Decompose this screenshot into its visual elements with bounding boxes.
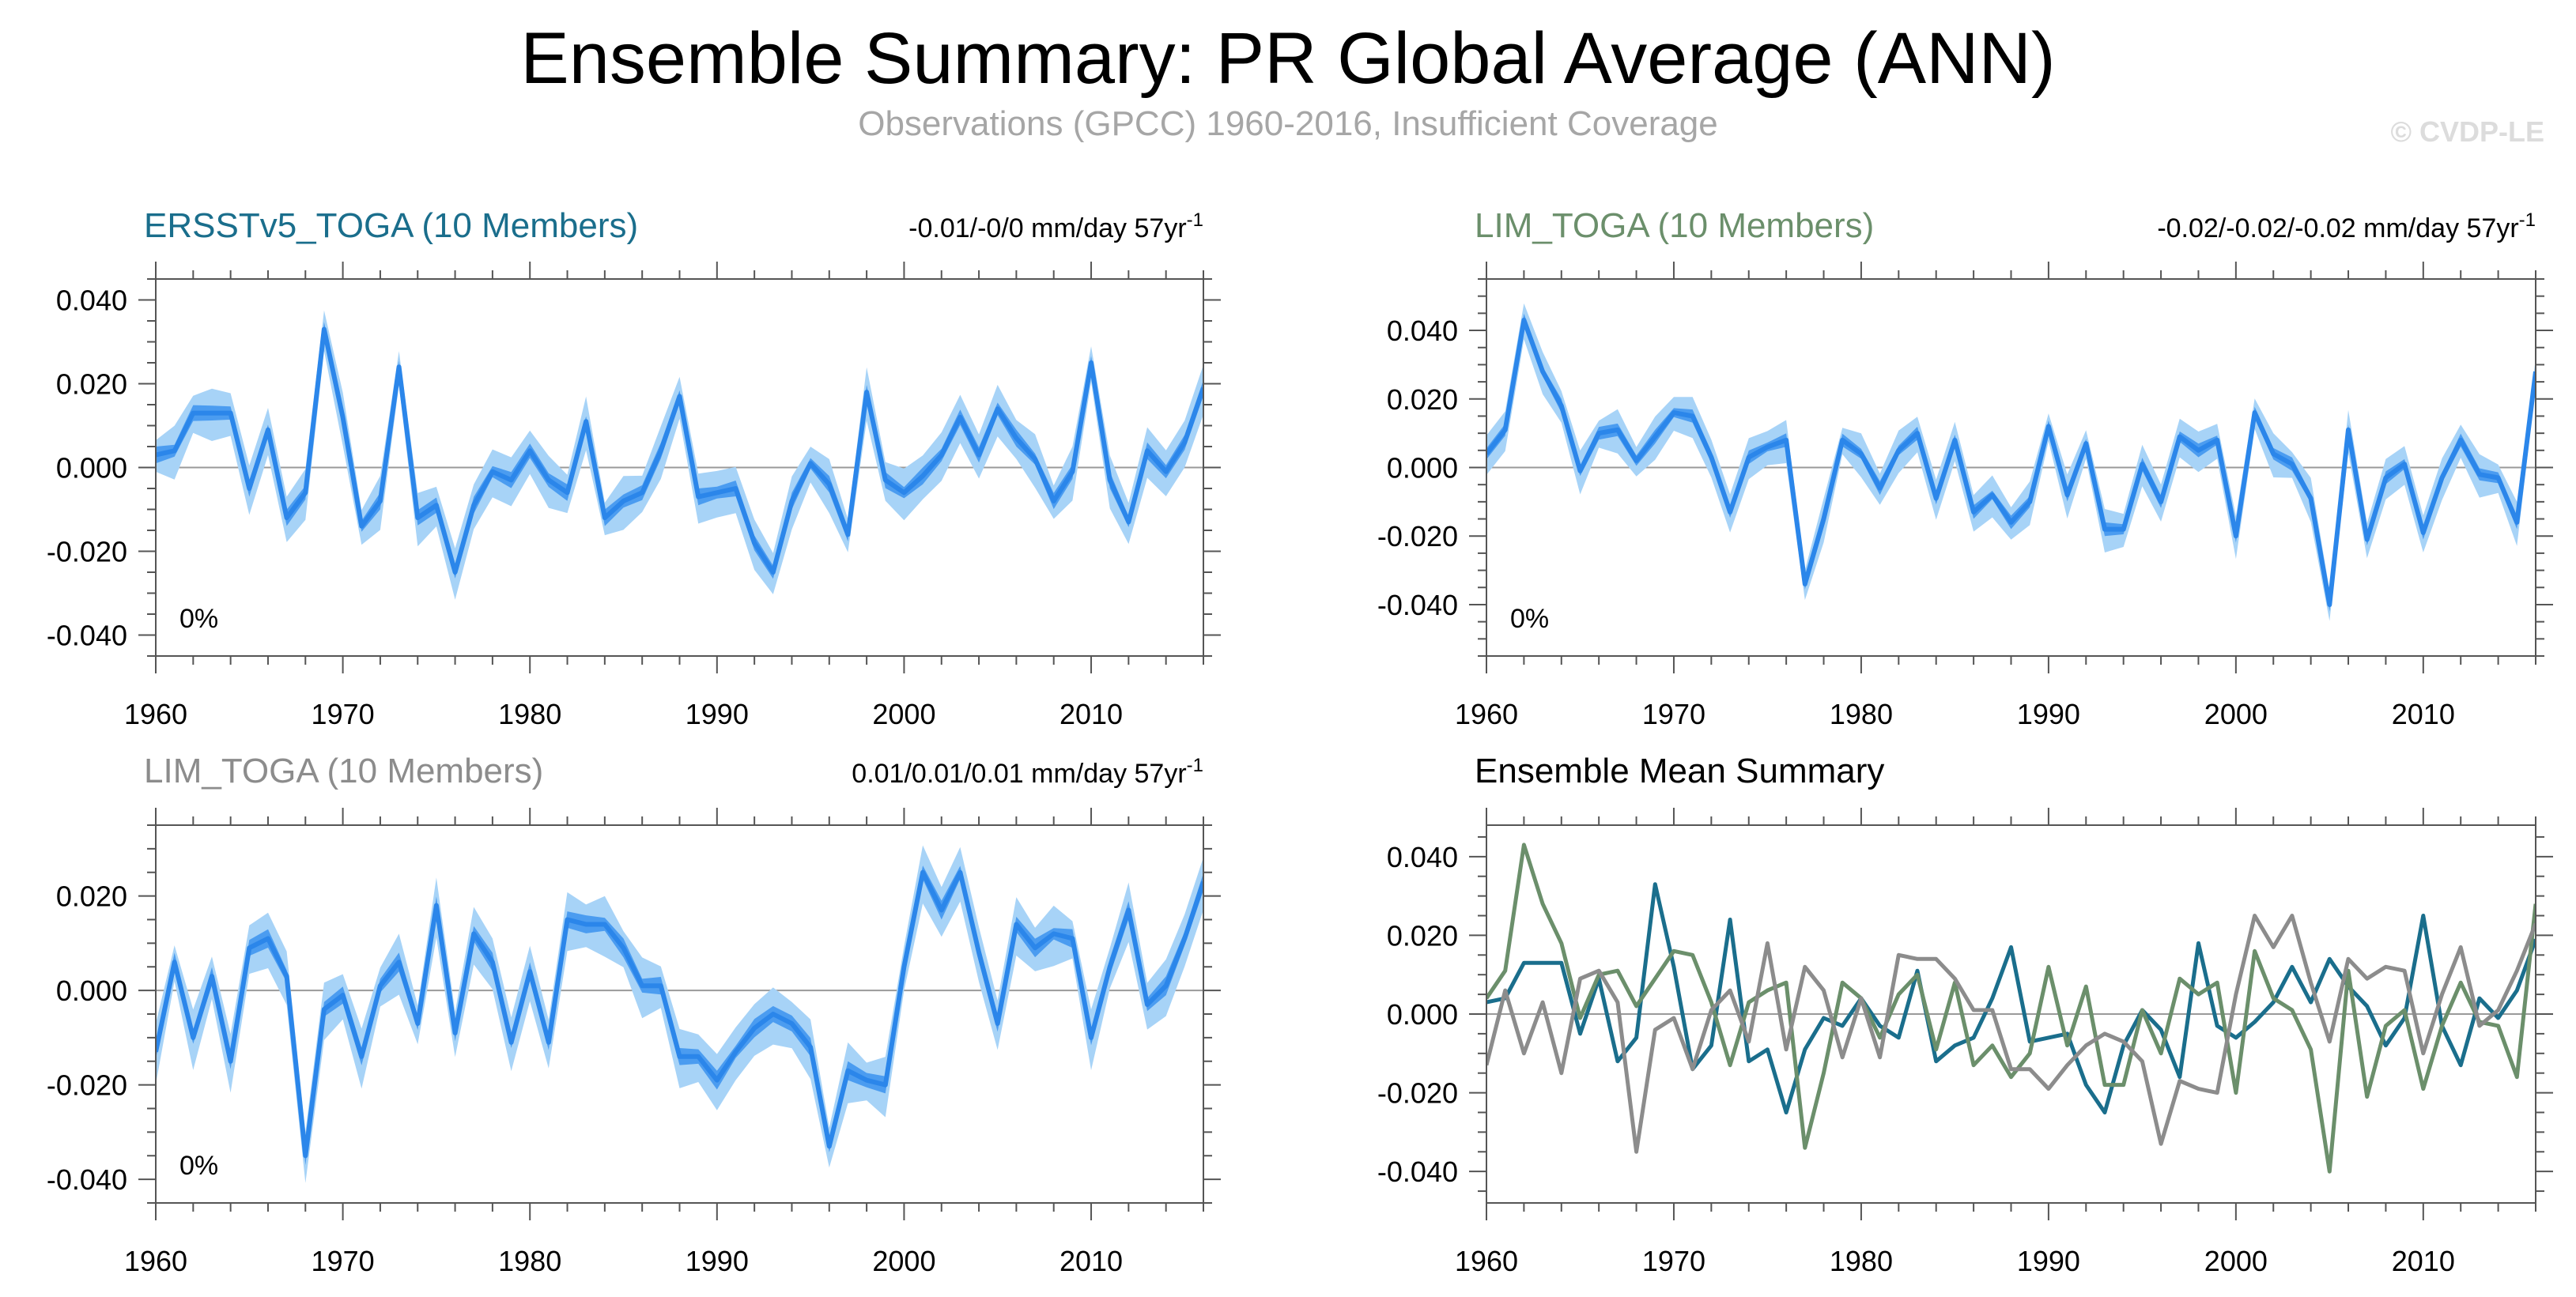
outer-spread-band xyxy=(156,310,1203,600)
percent-label: 0% xyxy=(179,604,218,634)
x-tick-label: 1960 xyxy=(1455,1245,1518,1277)
x-tick-label: 2000 xyxy=(872,698,935,730)
x-tick-label: 1970 xyxy=(312,1245,375,1277)
x-tick-label: 2010 xyxy=(1059,1245,1123,1277)
x-tick-label: 1960 xyxy=(124,1245,187,1277)
y-tick-label: 0.040 xyxy=(1387,841,1458,873)
outer-spread-band xyxy=(1486,303,2536,621)
trend-value: -0.01/-0/0 mm/day 57yr xyxy=(908,213,1186,243)
x-tick-label: 2000 xyxy=(2204,698,2268,730)
trend-exponent: -1 xyxy=(2519,209,2536,231)
trend-label: -0.01/-0/0 mm/day 57yr-1 xyxy=(908,209,1203,243)
plot-frame xyxy=(155,824,1204,1204)
x-tick-label: 2000 xyxy=(872,1245,935,1277)
ensemble-mean-line xyxy=(156,326,1203,575)
plot-area xyxy=(156,310,1203,600)
trend-exponent: -1 xyxy=(1187,755,1203,776)
y-tick-label: -0.020 xyxy=(1377,1077,1458,1110)
panel-title: Ensemble Mean Summary xyxy=(1475,752,1884,790)
trend-value: 0.01/0.01/0.01 mm/day 57yr xyxy=(852,759,1186,789)
x-tick-label: 1980 xyxy=(498,698,561,730)
x-tick-label: 1980 xyxy=(1830,1245,1893,1277)
x-tick-label: 2010 xyxy=(2392,1245,2455,1277)
series-line-2 xyxy=(1486,843,2536,1174)
watermark: © CVDP-LE xyxy=(2390,115,2544,148)
x-tick-label: 1970 xyxy=(312,698,375,730)
y-tick-label: 0.020 xyxy=(1387,383,1458,416)
y-tick-label: 0.020 xyxy=(1387,919,1458,952)
y-tick-label: 0.020 xyxy=(56,880,127,913)
x-tick-label: 1990 xyxy=(686,698,749,730)
y-tick-label: -0.040 xyxy=(1377,1156,1458,1188)
x-tick-label: 1980 xyxy=(1830,698,1893,730)
x-tick-label: 1960 xyxy=(1455,698,1518,730)
chart-panel-4: -0.040 -0.020 0.000 0.020 0.040 1960 1970 1980 1… xyxy=(1377,752,2553,1277)
figure-subtitle: Observations (GPCC) 1960-2016, Insuffici… xyxy=(858,104,1718,143)
panel-title: LIM_TOGA (10 Members) xyxy=(1475,206,1874,245)
trend-label: 0.01/0.01/0.01 mm/day 57yr-1 xyxy=(852,755,1203,789)
y-tick-label: -0.040 xyxy=(1377,589,1458,621)
plot-area xyxy=(1486,303,2536,621)
chart-panel-1: -0.040 -0.020 0.000 0.020 0.040 1960 1970 1980 1… xyxy=(47,206,1221,730)
x-tick-label: 1990 xyxy=(686,1245,749,1277)
percent-label: 0% xyxy=(179,1151,218,1181)
x-tick-label: 1990 xyxy=(2017,1245,2080,1277)
y-tick-label: -0.040 xyxy=(47,620,127,652)
trend-value: -0.02/-0.02/-0.02 mm/day 57yr xyxy=(2157,213,2518,243)
y-tick-label: -0.020 xyxy=(47,1069,127,1102)
x-tick-label: 1990 xyxy=(2017,698,2080,730)
chart-panel-2: -0.040 -0.020 0.000 0.020 0.040 1960 1970 1980 1… xyxy=(1377,206,2553,730)
ensemble-mean-line xyxy=(1486,318,2536,607)
y-tick-label: -0.020 xyxy=(47,536,127,568)
plot-area xyxy=(1486,843,2536,1174)
y-tick-label: 0.040 xyxy=(1387,315,1458,347)
y-tick-label: 0.040 xyxy=(56,285,127,317)
panel-title: ERSSTv5_TOGA (10 Members) xyxy=(144,206,638,245)
y-tick-label: 0.000 xyxy=(1387,998,1458,1031)
trend-exponent: -1 xyxy=(1187,209,1203,231)
y-tick-label: 0.000 xyxy=(56,452,127,484)
x-tick-label: 1970 xyxy=(1642,698,1705,730)
trend-label: -0.02/-0.02/-0.02 mm/day 57yr-1 xyxy=(2157,209,2536,243)
x-tick-label: 2010 xyxy=(2392,698,2455,730)
y-tick-label: 0.000 xyxy=(1387,452,1458,484)
x-tick-label: 1980 xyxy=(498,1245,561,1277)
x-tick-label: 1960 xyxy=(124,698,187,730)
x-tick-label: 1970 xyxy=(1642,1245,1705,1277)
figure-title: Ensemble Summary: PR Global Average (ANN… xyxy=(520,18,2056,99)
percent-label: 0% xyxy=(1510,604,1549,634)
series-line-3 xyxy=(1486,914,2536,1154)
y-tick-label: 0.000 xyxy=(56,975,127,1007)
y-tick-label: -0.040 xyxy=(47,1163,127,1196)
series-line-1 xyxy=(1486,882,2536,1114)
ensemble-mean-line xyxy=(156,869,1203,1159)
outer-spread-band xyxy=(156,845,1203,1183)
x-tick-label: 2000 xyxy=(2204,1245,2268,1277)
chart-panel-3: -0.040 -0.020 0.000 0.020 1960 1970 1980 1990 20… xyxy=(47,752,1221,1277)
x-tick-label: 2010 xyxy=(1059,698,1123,730)
y-tick-label: -0.020 xyxy=(1377,520,1458,552)
plot-area xyxy=(156,845,1203,1183)
panel-title: LIM_TOGA (10 Members) xyxy=(144,752,543,790)
y-tick-label: 0.020 xyxy=(56,368,127,401)
